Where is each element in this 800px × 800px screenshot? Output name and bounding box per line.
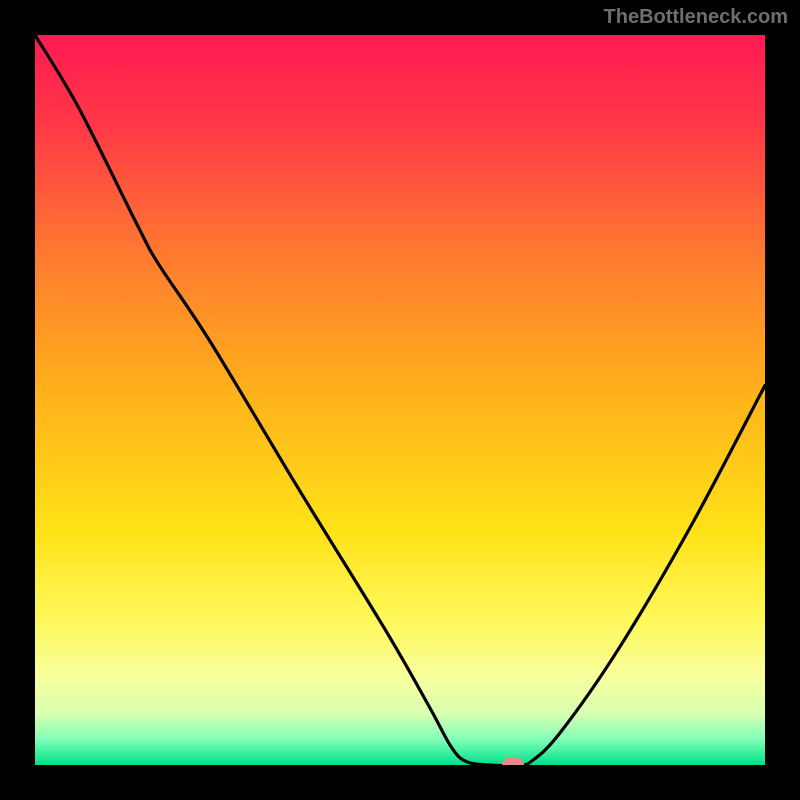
curve-path (35, 35, 765, 765)
optimum-marker (502, 758, 524, 765)
outer-frame: TheBottleneck.com (0, 0, 800, 800)
bottleneck-curve (35, 35, 765, 765)
plot-area (35, 35, 765, 765)
watermark-text: TheBottleneck.com (604, 6, 788, 29)
